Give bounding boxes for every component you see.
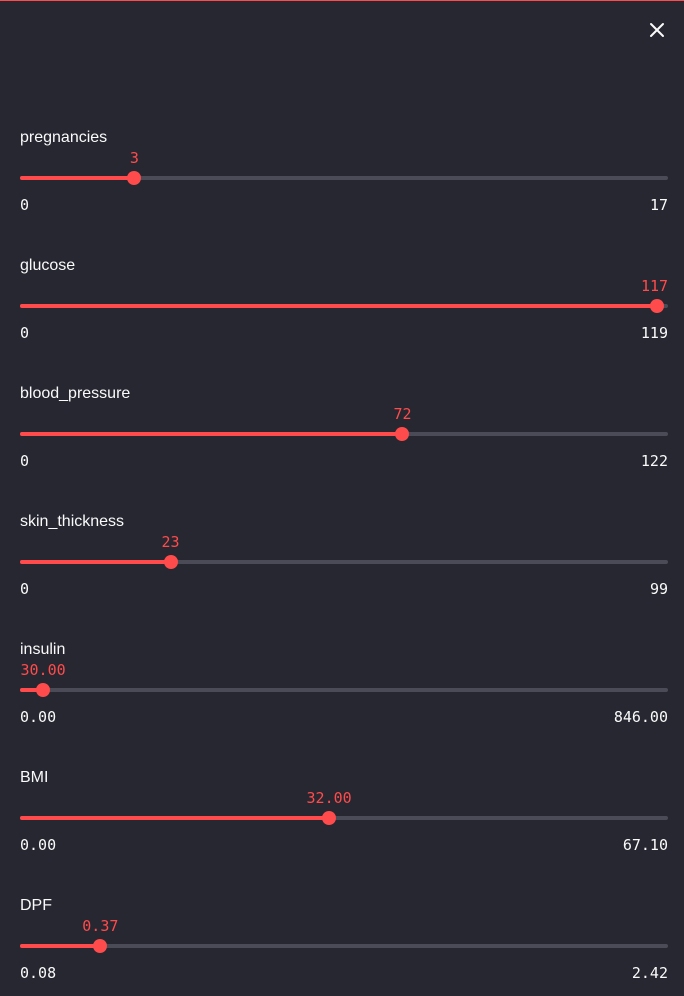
- slider-dpf: DPF 0.37 0.08 2.42: [20, 896, 668, 996]
- slider-min: 0: [20, 452, 30, 470]
- slider-thumb[interactable]: [395, 427, 410, 441]
- slider-thumb[interactable]: [127, 171, 142, 185]
- slider-track[interactable]: [20, 171, 668, 185]
- slider-blood-pressure: blood_pressure 72 0 122: [20, 384, 668, 484]
- slider-label: DPF: [20, 897, 52, 914]
- slider-fill: [20, 304, 658, 308]
- slider-fill: [20, 816, 330, 820]
- slider-max: 119: [640, 324, 668, 342]
- slider-max: 846.00: [613, 708, 668, 726]
- slider-thumb[interactable]: [650, 299, 665, 313]
- slider-track[interactable]: [20, 811, 668, 825]
- close-icon: [650, 23, 664, 37]
- slider-label: blood_pressure: [20, 385, 131, 402]
- slider-max: 99: [649, 580, 668, 598]
- slider-thumb[interactable]: [93, 939, 108, 953]
- slider-label: glucose: [20, 257, 76, 274]
- slider-value: 0.37: [82, 917, 119, 935]
- slider-max: 122: [640, 452, 668, 470]
- slider-thumb[interactable]: [163, 555, 178, 569]
- slider-value: 3: [129, 149, 139, 167]
- slider-fill: [20, 560, 171, 564]
- slider-skin-thickness: skin_thickness 23 0 99: [20, 512, 668, 612]
- slider-value: 117: [641, 277, 669, 295]
- slider-fill: [20, 432, 403, 436]
- slider-label: insulin: [20, 641, 66, 658]
- slider-min: 0.00: [20, 708, 57, 726]
- slider-fill: [20, 944, 101, 948]
- slider-track[interactable]: [20, 555, 668, 569]
- slider-value: 23: [161, 533, 180, 551]
- slider-min: 0: [20, 580, 30, 598]
- slider-label: BMI: [20, 769, 49, 786]
- top-accent-line: [0, 0, 684, 1]
- slider-value: 32.00: [306, 789, 352, 807]
- slider-min: 0: [20, 324, 30, 342]
- slider-glucose: glucose 117 0 119: [20, 256, 668, 356]
- slider-bmi: BMI 32.00 0.00 67.10: [20, 768, 668, 868]
- slider-fill: [20, 688, 43, 692]
- slider-track[interactable]: [20, 683, 668, 697]
- slider-max: 17: [649, 196, 668, 214]
- slider-thumb[interactable]: [36, 683, 50, 697]
- close-button[interactable]: [645, 18, 669, 42]
- slider-min: 0.08: [20, 964, 57, 982]
- slider-value: 72: [393, 405, 412, 423]
- slider-track[interactable]: [20, 939, 668, 953]
- slider-min: 0: [20, 196, 30, 214]
- slider-label: pregnancies: [20, 129, 108, 146]
- slider-track[interactable]: [20, 427, 668, 441]
- slider-min: 0.00: [20, 836, 57, 854]
- slider-insulin: insulin 30.00 0.00 846.00: [20, 640, 668, 740]
- slider-max: 2.42: [631, 964, 668, 982]
- slider-pregnancies: pregnancies 3 0 17: [20, 128, 668, 228]
- slider-thumb[interactable]: [322, 811, 337, 825]
- slider-label: skin_thickness: [20, 513, 125, 530]
- slider-fill: [20, 176, 135, 180]
- slider-track[interactable]: [20, 299, 668, 313]
- slider-value: 30.00: [20, 661, 66, 679]
- slider-max: 67.10: [622, 836, 668, 854]
